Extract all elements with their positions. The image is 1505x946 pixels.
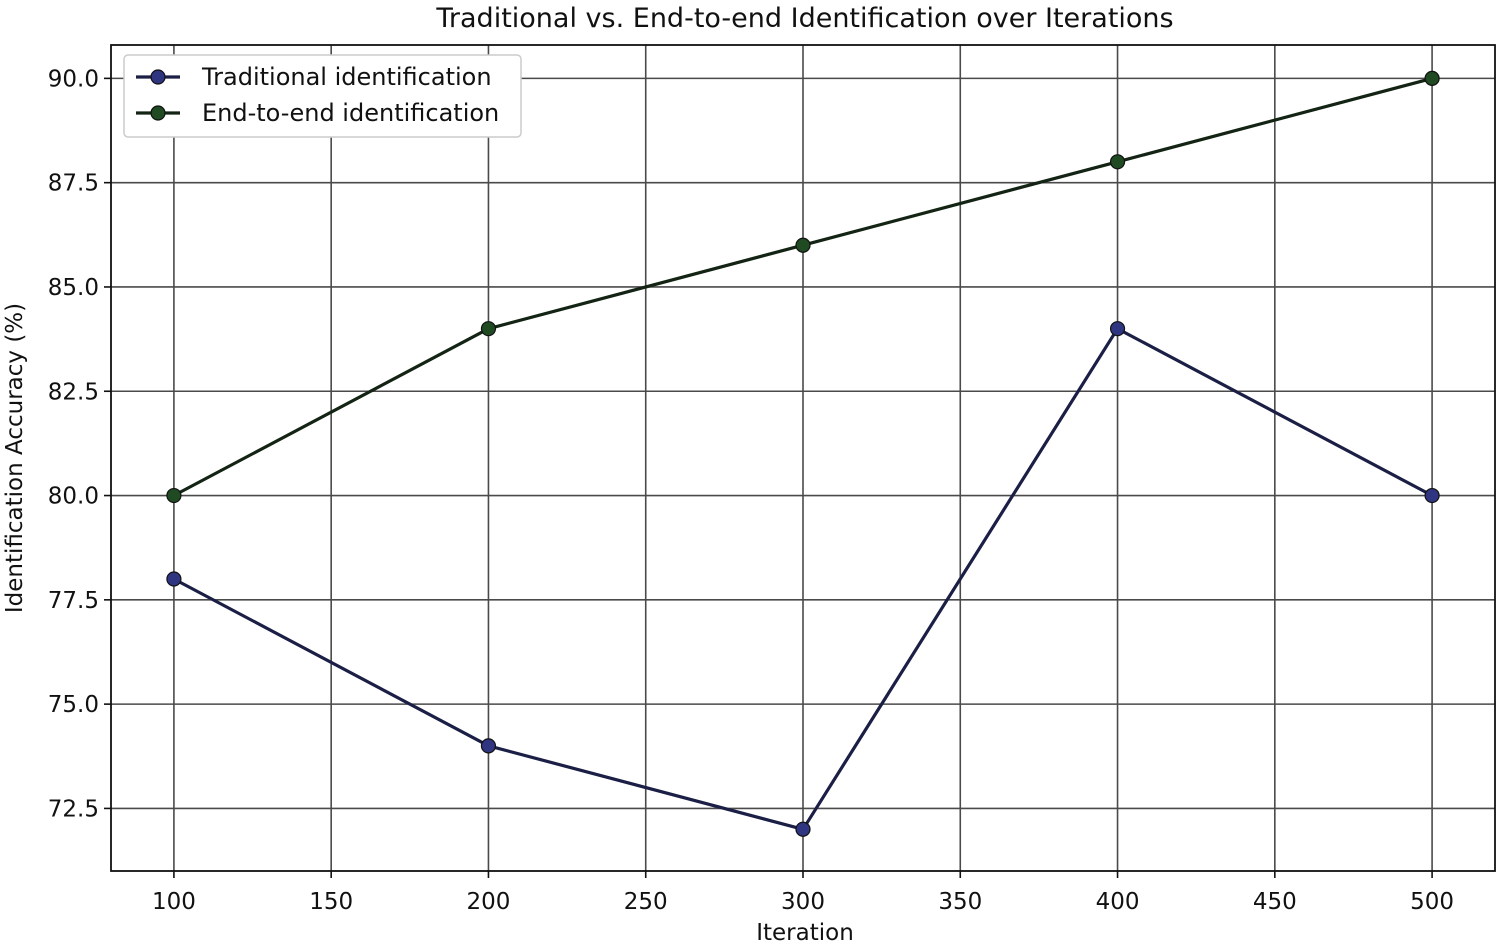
plot-frame [110, 44, 1496, 872]
x-tick-label: 500 [1410, 889, 1454, 915]
legend-box [123, 54, 522, 138]
axes: 100 150 200 250 300 350 400 450 500 72.5 75.0 77.5 8… [48, 44, 1496, 915]
data-point [1424, 487, 1440, 504]
chart-title: Traditional vs. End-to-end Identificatio… [435, 3, 1173, 34]
x-tick-label: 250 [624, 889, 668, 915]
data-point [795, 237, 811, 253]
legend-marker [150, 105, 166, 121]
data-point [1424, 70, 1440, 86]
legend-marker [150, 69, 166, 85]
y-tick-label: 82.5 [48, 379, 99, 405]
x-tick-label: 150 [309, 889, 353, 915]
data-point [1109, 321, 1126, 337]
grid [111, 45, 1495, 871]
data-point [795, 821, 811, 837]
y-tick-label: 77.5 [48, 588, 99, 614]
x-tick-label: 200 [467, 889, 511, 915]
y-tick-label: 72.5 [48, 796, 99, 822]
x-tick-label: 450 [1253, 889, 1297, 915]
y-tick-label: 90.0 [48, 66, 99, 92]
legend: Traditional identification End-to-end ide… [123, 54, 522, 138]
y-tick-label: 85.0 [48, 275, 99, 301]
x-tick-label: 100 [152, 889, 196, 915]
data-point [1109, 154, 1126, 170]
data-point [166, 571, 182, 587]
x-tick-label: 300 [781, 889, 825, 915]
data-point [480, 738, 497, 754]
series-layer [166, 70, 1440, 837]
legend-label: Traditional identification [201, 63, 492, 91]
y-tick-label: 87.5 [48, 171, 99, 197]
legend-label: End-to-end identification [202, 99, 499, 127]
x-axis-title: Iteration [756, 920, 854, 946]
y-tick-label: 80.0 [48, 484, 99, 510]
x-tick-label: 350 [938, 889, 982, 915]
data-point [166, 487, 182, 504]
y-tick-label: 75.0 [48, 692, 99, 718]
data-point [480, 321, 497, 337]
y-axis-title: Identification Accuracy (%) [2, 303, 28, 613]
x-tick-label: 400 [1096, 889, 1140, 915]
